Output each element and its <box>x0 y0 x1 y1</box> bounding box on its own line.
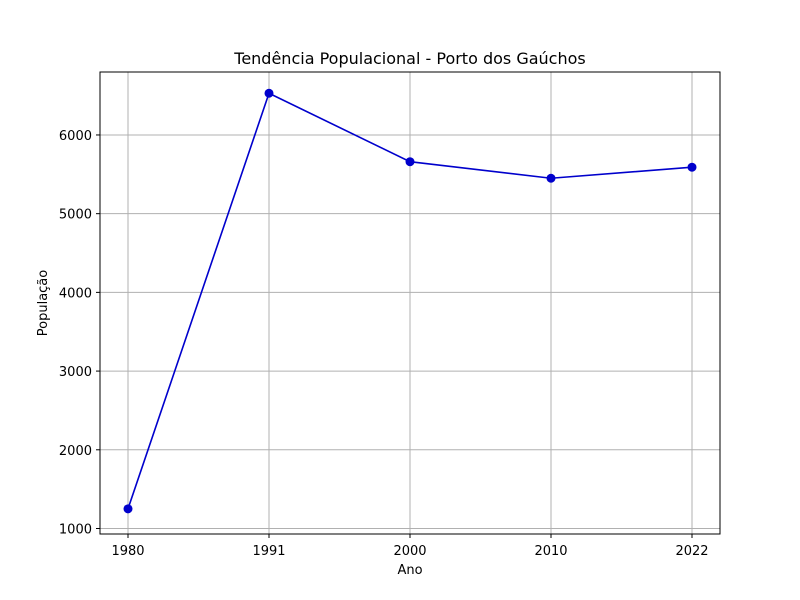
axis-ticks: 1980 1991 2000 2010 2022 1000 2000 3000 4000 5000… <box>59 129 709 559</box>
x-axis-label: Ano <box>397 563 422 578</box>
data-point-2010 <box>546 173 556 183</box>
y-tick-label: 5000 <box>59 208 92 223</box>
data-point-2022 <box>687 162 697 172</box>
x-tick-label: 2000 <box>393 544 426 559</box>
x-tick-label: 1980 <box>111 544 144 559</box>
data-series <box>123 88 697 514</box>
y-tick-label: 2000 <box>59 444 92 459</box>
y-axis-label: População <box>36 270 51 337</box>
y-tick-label: 6000 <box>59 129 92 144</box>
data-point-2000 <box>405 157 415 167</box>
y-tick-label: 1000 <box>59 522 92 537</box>
x-tick-label: 2010 <box>534 544 567 559</box>
data-point-1991 <box>264 88 274 98</box>
chart-title: Tendência Populacional - Porto dos Gaúch… <box>233 49 585 68</box>
grid-lines <box>100 72 720 534</box>
y-tick-label: 3000 <box>59 365 92 380</box>
y-tick-label: 4000 <box>59 286 92 301</box>
x-tick-label: 1991 <box>252 544 285 559</box>
x-tick-label: 2022 <box>675 544 708 559</box>
data-point-1980 <box>123 504 133 514</box>
